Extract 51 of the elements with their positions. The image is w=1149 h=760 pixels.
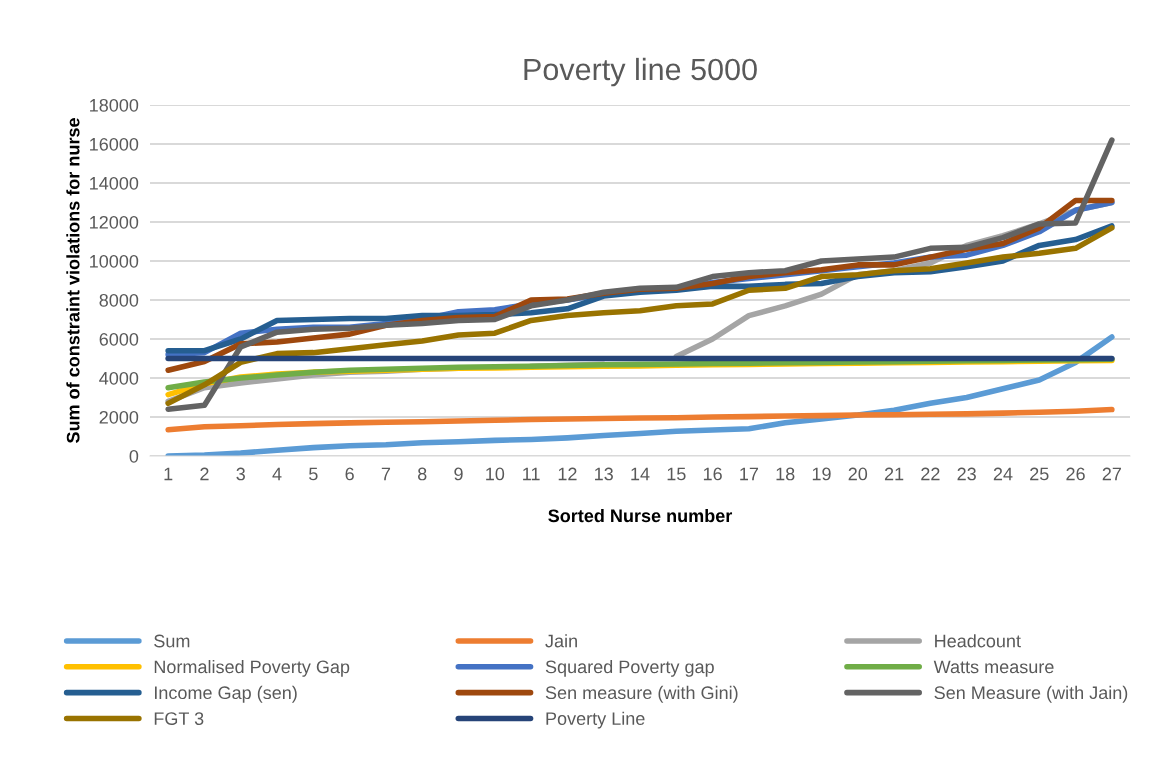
x-tick-label: 25 xyxy=(1030,467,1049,481)
x-tick-label: 4 xyxy=(272,467,282,481)
x-tick-label: 1 xyxy=(164,467,173,481)
y-tick-label: 8000 xyxy=(99,293,139,307)
legend-label: FGT 3 xyxy=(154,712,204,725)
x-tick-label: 23 xyxy=(957,467,976,481)
x-tick-label: 18 xyxy=(776,467,795,481)
x-tick-label: 8 xyxy=(417,467,427,481)
legend-label: Watts measure xyxy=(933,660,1054,674)
x-tick-label: 20 xyxy=(848,467,868,481)
x-tick-label: 6 xyxy=(345,467,354,481)
legend-label: Poverty Line xyxy=(546,711,645,729)
x-tick-label: 26 xyxy=(1066,467,1085,481)
legend-label: Headcount xyxy=(935,634,1021,648)
x-axis-title: Sorted Nurse number xyxy=(548,508,733,523)
x-tick-label: 15 xyxy=(667,467,686,481)
x-tick-label: 3 xyxy=(236,467,245,481)
x-tick-label: 24 xyxy=(993,467,1013,481)
x-tick-label: 9 xyxy=(454,467,463,481)
x-tick-label: 5 xyxy=(309,467,318,481)
legend-label: Jain xyxy=(545,634,577,648)
chart-title: Poverty line 5000 xyxy=(524,57,757,87)
x-tick-label: 16 xyxy=(703,467,722,481)
x-tick-label: 13 xyxy=(595,467,613,481)
x-tick-label: 27 xyxy=(1102,467,1121,481)
y-tick-label: 4000 xyxy=(99,371,139,385)
x-tick-label: 22 xyxy=(921,467,940,481)
y-axis-title: Sum of constraint violations for nurse xyxy=(66,118,80,443)
x-tick-label: 7 xyxy=(381,467,391,481)
x-tick-label: 12 xyxy=(558,467,577,481)
x-tick-label: 2 xyxy=(200,467,209,481)
y-tick-label: 12000 xyxy=(90,215,139,229)
x-tick-label: 11 xyxy=(523,467,540,481)
legend-label: Squared Poverty gap xyxy=(545,660,714,677)
x-tick-label: 21 xyxy=(884,467,904,481)
x-tick-label: 14 xyxy=(631,467,650,481)
y-tick-label: 10000 xyxy=(90,254,139,268)
legend-label: Sen measure (with Gini) xyxy=(545,685,738,703)
legend-label: Sen Measure (with Jain) xyxy=(934,685,1128,703)
y-tick-label: 16000 xyxy=(90,137,139,151)
legend-label: Normalised Poverty Gap xyxy=(154,660,350,677)
y-tick-label: 18000 xyxy=(90,98,139,112)
x-tick-label: 10 xyxy=(486,467,505,481)
y-tick-label: 2000 xyxy=(99,410,139,424)
y-tick-label: 14000 xyxy=(90,176,139,190)
legend-label: Sum xyxy=(154,634,190,648)
y-tick-label: 0 xyxy=(129,449,139,463)
legend-label: Income Gap (sen) xyxy=(154,685,297,703)
x-tick-label: 19 xyxy=(812,467,831,481)
y-tick-label: 6000 xyxy=(99,332,139,346)
x-tick-label: 17 xyxy=(740,467,759,481)
